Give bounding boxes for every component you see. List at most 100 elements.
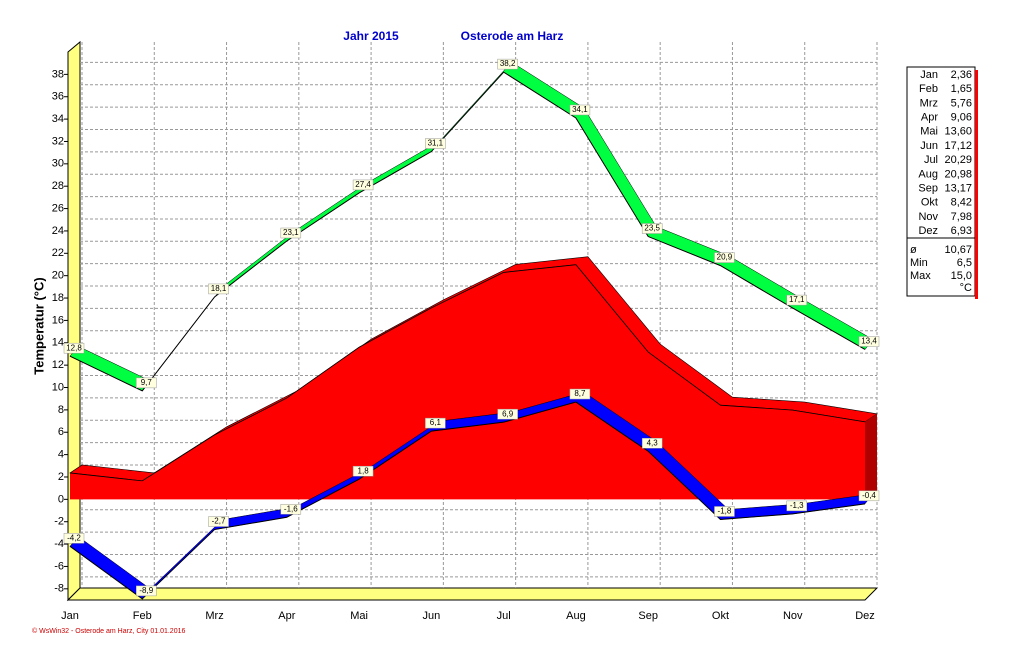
legend-month: Okt [921, 197, 938, 209]
y-tick-label: 18 [52, 292, 64, 304]
y-tick-label: 34 [52, 113, 64, 125]
data-label-box [497, 58, 518, 70]
data-label: 27,4 [355, 180, 371, 189]
x-tick-label: Jan [61, 610, 79, 622]
data-label: 31,1 [428, 139, 444, 148]
y-tick-label: 10 [52, 381, 64, 393]
y-tick-label: 32 [52, 135, 64, 147]
data-label-box [425, 138, 446, 149]
data-label-box [569, 104, 591, 116]
y-tick-label: 14 [52, 337, 64, 349]
data-label-box [352, 465, 374, 477]
y-tick-label: 24 [52, 225, 64, 237]
legend-box [906, 66, 976, 297]
y-tick-label: -4 [54, 538, 64, 550]
data-label: 1,8 [358, 466, 370, 475]
data-label: 38,2 [500, 59, 516, 68]
y-tick-label: 12 [52, 359, 64, 371]
data-label: -8,9 [139, 586, 153, 595]
data-label-box [280, 227, 302, 239]
data-label-box [858, 490, 880, 502]
data-label-box [714, 506, 735, 517]
x-tick-label: Jun [422, 610, 440, 622]
data-label-box [786, 294, 807, 306]
data-label-box [641, 438, 663, 449]
data-label: 23,5 [644, 224, 660, 233]
stat-value: 6,5 [957, 257, 972, 269]
legend-value: 17,12 [944, 140, 972, 152]
data-label: 6,9 [502, 409, 514, 418]
stat-name: Max [910, 270, 931, 282]
legend-month: Nov [918, 211, 938, 223]
data-label: 23,1 [283, 228, 299, 237]
x-tick-label: Okt [712, 610, 729, 622]
legend-value: 2,36 [951, 69, 972, 81]
legend-value: 6,93 [951, 225, 972, 237]
data-label-box [858, 336, 880, 347]
y-tick-label: -6 [54, 560, 64, 572]
legend-value: 1,65 [951, 83, 972, 95]
y-tick-label: 0 [58, 493, 64, 505]
x-tick-label: Mai [350, 610, 368, 622]
area-line [69, 264, 866, 482]
y-tick-label: 20 [52, 270, 64, 282]
data-label-box [136, 585, 157, 597]
stat-name: ø [910, 244, 917, 256]
data-label: -1,3 [790, 501, 804, 510]
x-tick-label: Dez [855, 610, 875, 622]
data-label-box [497, 408, 518, 420]
y-tick-label: 30 [52, 158, 64, 170]
legend-month: Apr [921, 112, 938, 124]
data-label-box [569, 388, 591, 400]
x-tick-label: Sep [638, 610, 658, 622]
area-side [865, 413, 877, 500]
data-label-box [208, 516, 229, 527]
x-tick-label: Jul [497, 610, 511, 622]
legend-value: 20,29 [944, 154, 972, 166]
legend-month: Dez [918, 225, 938, 237]
data-label: -1,6 [284, 504, 298, 513]
data-label-box [63, 342, 85, 354]
footer: © WsWin32 - Osterode am Harz, City 01.01… [32, 627, 185, 635]
legend-month: Mai [920, 126, 938, 138]
data-label: 20,9 [717, 253, 733, 262]
data-label: 17,1 [789, 295, 805, 304]
stat-unit: °C [960, 282, 972, 294]
y-tick-label: -2 [54, 516, 64, 528]
legend-month: Sep [918, 183, 938, 195]
data-label: -4,2 [67, 533, 81, 542]
x-tick-label: Aug [566, 610, 586, 622]
area-fill [70, 264, 865, 500]
legend-month: Jan [920, 69, 938, 81]
x-tick-label: Mrz [205, 610, 223, 622]
legend-shadow [975, 70, 978, 299]
data-label-box [208, 283, 229, 295]
chart-title: Jahr 2015 [343, 29, 399, 43]
legend-value: 13,60 [944, 126, 972, 138]
data-label-box [136, 377, 157, 389]
x-tick-label: Nov [783, 610, 803, 622]
data-label-box [425, 417, 446, 429]
data-label-box [641, 223, 663, 234]
legend-value: 7,98 [951, 211, 972, 223]
y-tick-label: 22 [52, 247, 64, 259]
x-tick-label: Apr [278, 610, 295, 622]
legend-month: Feb [919, 83, 938, 95]
series-line [69, 401, 866, 600]
data-label-box [714, 252, 735, 263]
y-tick-label: 4 [58, 449, 64, 461]
stat-value: 10,67 [944, 244, 972, 256]
data-label: 6,1 [430, 418, 442, 427]
y-tick-label: 38 [52, 68, 64, 80]
legend-month: Jul [924, 154, 938, 166]
y-axis-label: Temperatur (°C) [31, 277, 46, 374]
stat-name: Min [910, 257, 928, 269]
y-tick-label: 26 [52, 202, 64, 214]
data-label: 4,3 [647, 438, 659, 447]
y-tick-label: 36 [52, 91, 64, 103]
y-tick-label: 6 [58, 426, 64, 438]
y-tick-label: 2 [58, 471, 64, 483]
x-tick-label: Feb [133, 610, 152, 622]
